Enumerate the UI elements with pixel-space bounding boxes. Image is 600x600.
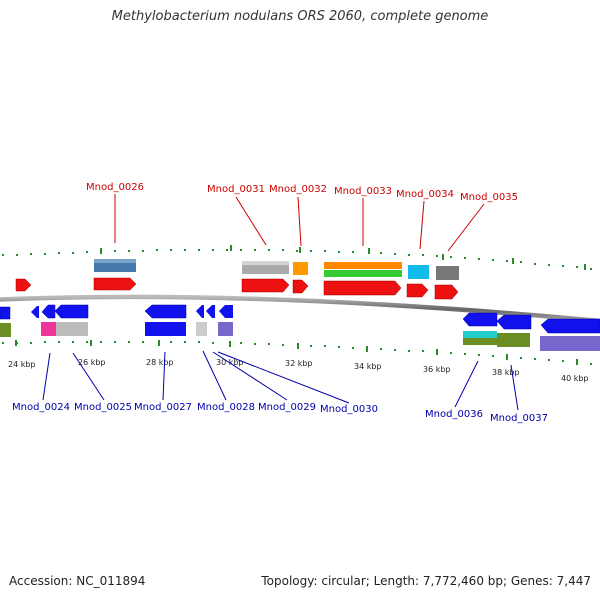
gene-label-mnod-0035[interactable]: Mnod_0035 (460, 192, 518, 203)
gene-box-mnod-0036[interactable] (463, 331, 497, 338)
gene-label-mnod-0025[interactable]: Mnod_0025 (74, 402, 132, 413)
gene-arrow-reverse[interactable] (31, 306, 39, 318)
scale-label-32kbp: 32 kbp (285, 359, 313, 368)
gene-box-mnod-0033[interactable] (324, 262, 402, 269)
gene-label-mnod-0031[interactable]: Mnod_0031 (207, 184, 265, 195)
gene-arrow-mnod-0029[interactable] (206, 305, 215, 318)
gene-label-mnod-0024[interactable]: Mnod_0024 (12, 402, 70, 413)
scale-label-28kbp: 28 kbp (146, 358, 174, 367)
accession-label: Accession: NC_011894 (9, 574, 146, 588)
scale-label-24kbp: 24 kbp (8, 360, 36, 369)
gene-label-mnod-0036[interactable]: Mnod_0036 (425, 409, 483, 420)
gene-label-mnod-0030[interactable]: Mnod_0030 (320, 404, 378, 415)
scale-label-34kbp: 34 kbp (354, 362, 382, 371)
gene-label-mnod-0034[interactable]: Mnod_0034 (396, 189, 454, 200)
page-title: Methylobacterium nodulans ORS 2060, comp… (111, 9, 489, 24)
gene-arrow-mnod-0033[interactable] (323, 280, 402, 296)
gene-arrow-forward[interactable] (15, 278, 32, 292)
gene-arrow-mnod-0034[interactable] (406, 283, 429, 298)
scale-label-26kbp: 26 kbp (78, 358, 106, 367)
gene-label-mnod-0033[interactable]: Mnod_0033 (334, 186, 392, 197)
gene-arrow-mnod-0032[interactable] (292, 279, 309, 294)
bottom-tick-row (2, 340, 592, 365)
gene-label-mnod-0032[interactable]: Mnod_0032 (269, 184, 327, 195)
gene-arrow-reverse[interactable] (540, 318, 600, 334)
gene-label-mnod-0026[interactable]: Mnod_0026 (86, 182, 144, 193)
gene-box-mnod-0035[interactable] (436, 266, 459, 280)
bottom-leader-lines (42, 350, 519, 411)
reverse-strand-genes (0, 304, 600, 351)
gene-box-mnod-0032[interactable] (293, 262, 308, 275)
gene-label-mnod-0037[interactable]: Mnod_0037 (490, 413, 548, 424)
top-tick-row (2, 245, 592, 270)
gene-arrow-mnod-0026[interactable] (93, 277, 137, 291)
scale-label-38kbp: 38 kbp (492, 368, 520, 377)
gene-arrow-mnod-0035[interactable] (434, 284, 459, 300)
gene-arrow-mnod-0036[interactable] (462, 312, 498, 327)
top-gene-labels: Mnod_0026 Mnod_0031 Mnod_0032 Mnod_0033 … (86, 182, 518, 203)
gene-box-reverse[interactable] (540, 336, 600, 351)
topology-label: Topology: circular; Length: 7,772,460 bp… (261, 574, 591, 588)
gene-box-mnod-0037[interactable] (497, 333, 530, 347)
top-leader-lines (114, 194, 485, 252)
gene-arrow-mnod-0031[interactable] (241, 278, 290, 293)
gene-arrow-reverse[interactable] (0, 306, 11, 320)
gene-box-mnod-0027[interactable] (145, 322, 186, 336)
chromosome-backbone (0, 294, 600, 324)
gene-arrow-reverse[interactable] (41, 304, 56, 319)
bottom-gene-labels: Mnod_0024 Mnod_0025 Mnod_0027 Mnod_0028 … (12, 402, 548, 424)
gene-arrow-mnod-0037[interactable] (496, 314, 532, 330)
gene-box-mnod-0024[interactable] (0, 323, 11, 337)
gene-arrow-mnod-0025[interactable] (54, 304, 89, 319)
scale-label-36kbp: 36 kbp (423, 365, 451, 374)
gene-label-mnod-0029[interactable]: Mnod_0029 (258, 402, 316, 413)
gene-box-mnod-0030[interactable] (218, 322, 233, 336)
gene-arrow-mnod-0028[interactable] (196, 305, 204, 318)
gene-arrow-mnod-0030[interactable] (219, 305, 233, 318)
gene-arrow-mnod-0027[interactable] (144, 304, 187, 319)
gene-label-mnod-0027[interactable]: Mnod_0027 (134, 402, 192, 413)
gene-box-mnod-0025[interactable] (41, 322, 56, 336)
scale-labels: 24 kbp 26 kbp 28 kbp 30 kbp 32 kbp 34 kb… (8, 358, 589, 383)
gene-label-mnod-0028[interactable]: Mnod_0028 (197, 402, 255, 413)
gene-box-mnod-0028[interactable] (196, 322, 207, 336)
scale-label-40kbp: 40 kbp (561, 374, 589, 383)
forward-strand-genes (15, 259, 459, 300)
gene-box-mnod-0034[interactable] (408, 265, 429, 279)
